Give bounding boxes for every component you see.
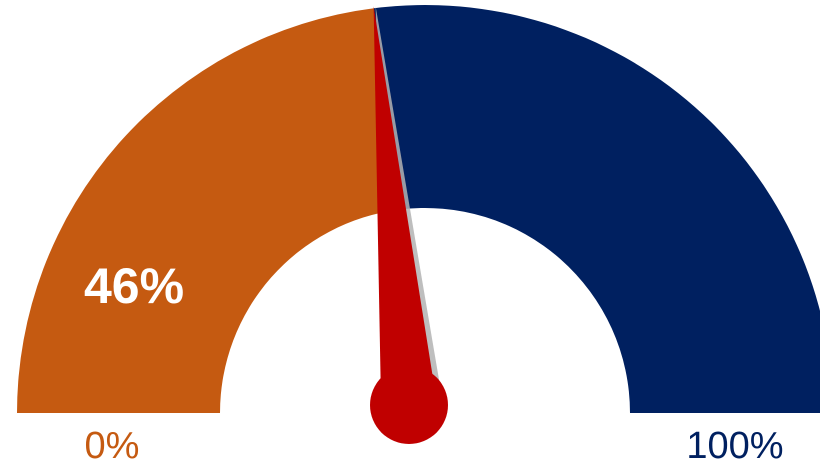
gauge-min-label: 0% — [85, 425, 140, 466]
gauge-remaining-arc — [373, 5, 820, 413]
gauge-max-label: 100% — [686, 425, 783, 466]
gauge-needle-hub — [370, 366, 448, 444]
gauge-filled-arc — [17, 8, 400, 414]
gauge-value-label: 46% — [84, 258, 184, 314]
gauge-needle — [373, 6, 437, 408]
